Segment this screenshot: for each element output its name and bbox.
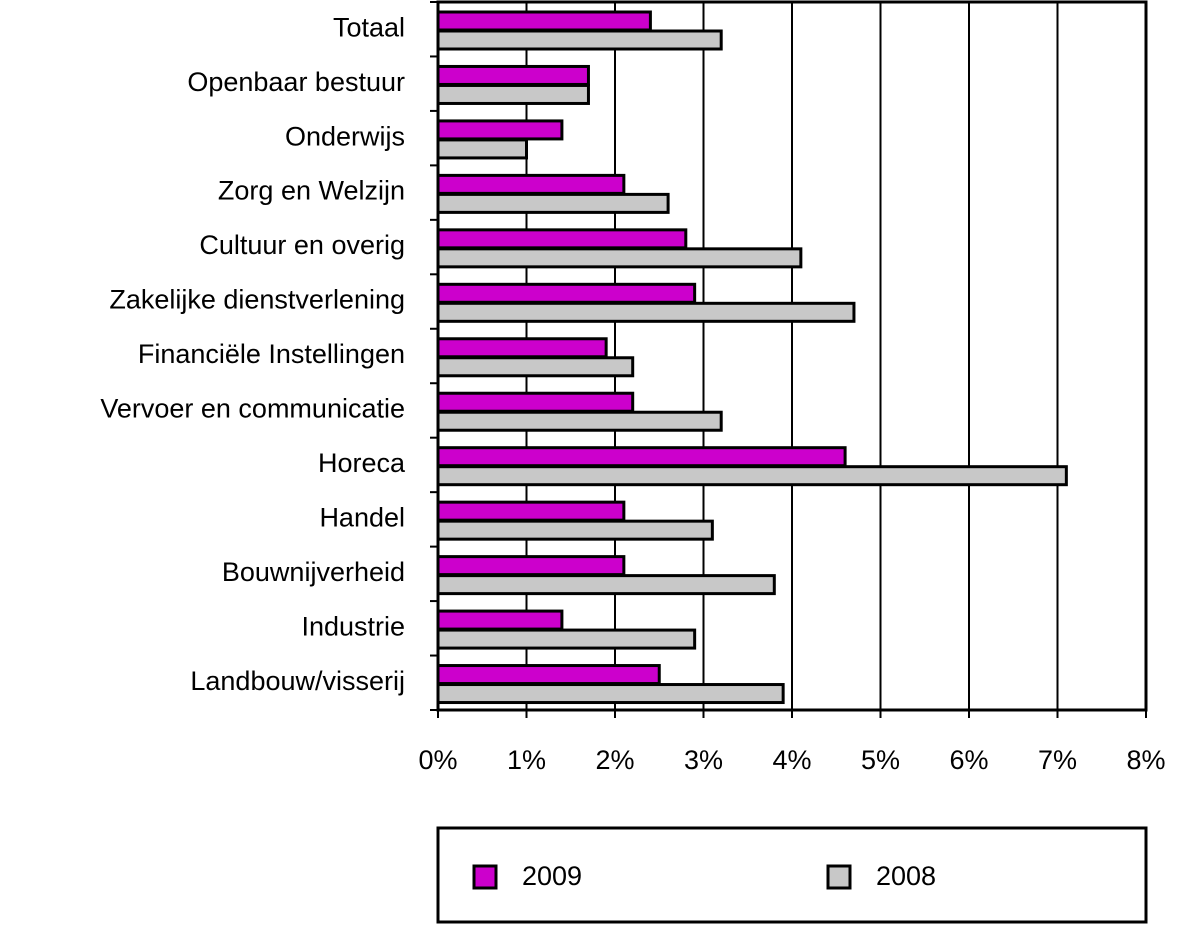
bar <box>436 574 776 596</box>
x-tick-label: 3% <box>684 745 723 775</box>
x-tick-label: 5% <box>861 745 900 775</box>
legend-label: 2008 <box>876 861 936 891</box>
y-tick-label: Onderwijs <box>285 121 405 151</box>
x-tick-label: 7% <box>1038 745 1077 775</box>
y-tick-label: Totaal <box>333 12 405 42</box>
bar <box>436 29 723 51</box>
y-tick-label: Industrie <box>301 611 405 641</box>
legend-label: 2009 <box>522 861 582 891</box>
y-tick-label: Vervoer en communicatie <box>100 394 405 424</box>
x-tick-label: 4% <box>772 745 811 775</box>
bar <box>436 192 670 214</box>
x-tick-label: 6% <box>949 745 988 775</box>
y-tick-label: Zorg en Welzijn <box>218 176 405 206</box>
bar <box>436 337 608 359</box>
bar <box>436 391 635 413</box>
bar <box>436 83 590 105</box>
y-tick-label: Landbouw/visserij <box>190 666 405 696</box>
bar <box>436 119 564 141</box>
bar <box>436 664 661 686</box>
bar <box>436 10 652 32</box>
x-tick-label: 0% <box>418 745 457 775</box>
bar <box>436 500 626 522</box>
y-tick-label: Cultuur en overig <box>199 230 405 260</box>
bar <box>436 446 847 468</box>
y-tick-label: Openbaar bestuur <box>187 67 405 97</box>
bar <box>436 282 697 304</box>
y-tick-label: Handel <box>319 503 405 533</box>
x-tick-label: 1% <box>507 745 546 775</box>
legend-box <box>436 826 1148 924</box>
x-tick-label: 2% <box>595 745 634 775</box>
bar <box>436 519 714 541</box>
legend-swatch <box>826 864 852 890</box>
bar <box>436 301 856 323</box>
bar <box>436 609 564 631</box>
y-tick-label: Bouwnijverheid <box>222 557 405 587</box>
bar <box>436 555 626 577</box>
bar <box>436 64 590 86</box>
legend-swatch <box>472 864 498 890</box>
bar <box>436 356 635 378</box>
bar <box>436 465 1068 487</box>
y-tick-label: Horeca <box>318 448 406 478</box>
bar <box>436 247 803 269</box>
bar <box>436 173 626 195</box>
y-tick-label: Financiële Instellingen <box>138 339 405 369</box>
y-tick-label: Zakelijke dienstverlening <box>109 285 405 315</box>
bar <box>436 683 785 705</box>
x-tick-label: 8% <box>1126 745 1165 775</box>
bar <box>436 138 528 160</box>
bar <box>436 628 697 650</box>
bar <box>436 228 688 250</box>
bar <box>436 410 723 432</box>
